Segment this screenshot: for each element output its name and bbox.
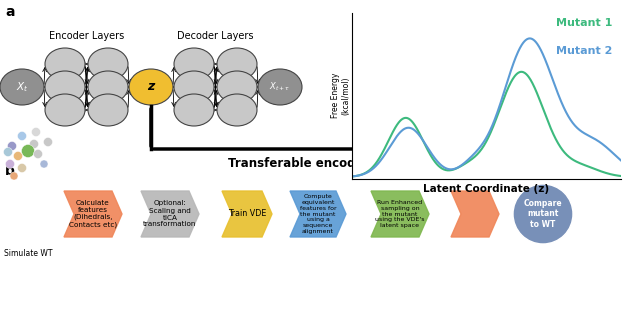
- Text: z: z: [147, 80, 155, 93]
- Ellipse shape: [217, 94, 257, 126]
- Circle shape: [13, 152, 22, 160]
- Circle shape: [17, 164, 26, 173]
- Y-axis label: Free Energy
(kcal/mol): Free Energy (kcal/mol): [332, 73, 351, 118]
- Text: a: a: [5, 5, 15, 19]
- Text: Simulate WT: Simulate WT: [4, 249, 52, 258]
- Text: Run Enhanced
sampling on
the mutant
using the VDE's
latent space: Run Enhanced sampling on the mutant usin…: [375, 200, 425, 228]
- Circle shape: [40, 160, 48, 168]
- Ellipse shape: [174, 71, 214, 103]
- Circle shape: [17, 131, 26, 140]
- Text: Decoder Layers: Decoder Layers: [177, 31, 253, 41]
- Circle shape: [29, 139, 38, 149]
- Text: Train VDE: Train VDE: [228, 210, 266, 219]
- Ellipse shape: [88, 48, 128, 80]
- Ellipse shape: [174, 48, 214, 80]
- Ellipse shape: [45, 48, 85, 80]
- Circle shape: [33, 150, 42, 159]
- Text: b: b: [5, 164, 15, 178]
- X-axis label: Latent Coordinate (z): Latent Coordinate (z): [423, 184, 550, 194]
- Text: Encoder Layers: Encoder Layers: [49, 31, 124, 41]
- Ellipse shape: [174, 94, 214, 126]
- Ellipse shape: [129, 69, 173, 105]
- Circle shape: [6, 160, 15, 168]
- Circle shape: [10, 172, 18, 180]
- Polygon shape: [451, 191, 499, 237]
- Text: Calculate
features
(Dihedrals,
Contacts etc): Calculate features (Dihedrals, Contacts …: [69, 200, 117, 228]
- Polygon shape: [141, 191, 199, 237]
- Text: Compare
mutant
to WT: Compare mutant to WT: [524, 199, 563, 229]
- Text: Compute
equivalent
features for
the mutant
using a
sequence
alignment: Compute equivalent features for the muta…: [300, 194, 336, 234]
- Ellipse shape: [0, 69, 44, 105]
- Polygon shape: [290, 191, 346, 237]
- Ellipse shape: [217, 71, 257, 103]
- Ellipse shape: [217, 48, 257, 80]
- Circle shape: [22, 145, 35, 158]
- Text: Mutant 2: Mutant 2: [556, 46, 612, 56]
- Text: Mutant 1: Mutant 1: [556, 18, 612, 28]
- Ellipse shape: [258, 69, 302, 105]
- Circle shape: [44, 137, 52, 146]
- Circle shape: [513, 184, 573, 244]
- Polygon shape: [371, 191, 429, 237]
- Ellipse shape: [88, 71, 128, 103]
- Circle shape: [31, 128, 40, 137]
- Circle shape: [3, 147, 13, 157]
- Text: Optional:
Scaling and
tICA
transformation: Optional: Scaling and tICA transformatio…: [143, 201, 196, 227]
- Ellipse shape: [45, 94, 85, 126]
- Polygon shape: [64, 191, 122, 237]
- Ellipse shape: [45, 71, 85, 103]
- Text: Transferable encoding for enhanced sampling: Transferable encoding for enhanced sampl…: [228, 157, 532, 170]
- Ellipse shape: [88, 94, 128, 126]
- Text: $X_t$: $X_t$: [16, 80, 28, 94]
- Circle shape: [8, 142, 17, 151]
- Polygon shape: [222, 191, 272, 237]
- Text: $X_{t+\tau}$: $X_{t+\tau}$: [269, 81, 291, 93]
